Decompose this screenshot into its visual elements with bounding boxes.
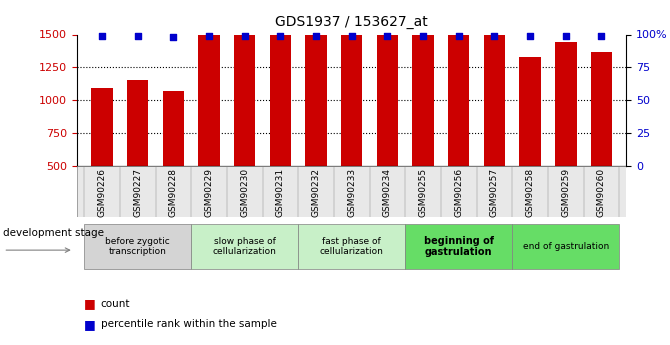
Bar bbox=[270, 18, 291, 166]
Text: fast phase of
cellularization: fast phase of cellularization bbox=[320, 237, 384, 256]
Bar bbox=[519, 57, 541, 166]
Point bbox=[204, 33, 214, 39]
Text: percentile rank within the sample: percentile rank within the sample bbox=[100, 319, 276, 329]
Text: end of gastrulation: end of gastrulation bbox=[523, 242, 609, 251]
Point bbox=[596, 33, 607, 39]
Point bbox=[133, 33, 143, 39]
Bar bbox=[306, 0, 327, 166]
Text: GSM90259: GSM90259 bbox=[561, 168, 570, 217]
FancyBboxPatch shape bbox=[513, 224, 619, 269]
Text: GSM90230: GSM90230 bbox=[241, 168, 249, 217]
Text: beginning of
gastrulation: beginning of gastrulation bbox=[424, 236, 494, 257]
Bar bbox=[234, 11, 255, 166]
Text: before zygotic
transcription: before zygotic transcription bbox=[105, 237, 170, 256]
Point bbox=[311, 33, 322, 39]
Title: GDS1937 / 153627_at: GDS1937 / 153627_at bbox=[275, 15, 428, 29]
Text: GSM90227: GSM90227 bbox=[133, 168, 142, 217]
Text: development stage: development stage bbox=[3, 228, 105, 238]
Point bbox=[454, 33, 464, 39]
Bar bbox=[163, 91, 184, 166]
Bar bbox=[413, 29, 433, 166]
Point bbox=[346, 33, 357, 39]
Point bbox=[168, 34, 179, 40]
Text: GSM90255: GSM90255 bbox=[419, 168, 427, 217]
Bar bbox=[127, 80, 148, 166]
Point bbox=[560, 33, 571, 39]
Text: GSM90256: GSM90256 bbox=[454, 168, 463, 217]
Bar bbox=[591, 52, 612, 166]
Point bbox=[382, 33, 393, 39]
Bar bbox=[91, 88, 113, 166]
Point bbox=[275, 33, 286, 39]
Text: GSM90258: GSM90258 bbox=[526, 168, 535, 217]
Point bbox=[239, 33, 250, 39]
Bar bbox=[377, 0, 398, 166]
Text: GSM90232: GSM90232 bbox=[312, 168, 320, 217]
Bar bbox=[77, 166, 626, 217]
FancyBboxPatch shape bbox=[298, 224, 405, 269]
Point bbox=[96, 33, 107, 39]
Point bbox=[525, 33, 535, 39]
FancyBboxPatch shape bbox=[191, 224, 298, 269]
Text: ■: ■ bbox=[84, 297, 96, 310]
Bar bbox=[555, 42, 576, 166]
Text: count: count bbox=[100, 299, 130, 308]
Text: GSM90260: GSM90260 bbox=[597, 168, 606, 217]
FancyBboxPatch shape bbox=[84, 224, 191, 269]
Bar bbox=[448, 2, 470, 166]
Bar bbox=[484, 16, 505, 166]
Text: ■: ■ bbox=[84, 318, 96, 331]
Text: GSM90226: GSM90226 bbox=[98, 168, 107, 217]
Bar bbox=[341, 0, 362, 166]
Text: slow phase of
cellularization: slow phase of cellularization bbox=[213, 237, 277, 256]
Text: GSM90229: GSM90229 bbox=[204, 168, 214, 217]
Point bbox=[489, 33, 500, 39]
Text: GSM90234: GSM90234 bbox=[383, 168, 392, 217]
Text: GSM90233: GSM90233 bbox=[347, 168, 356, 217]
Point bbox=[417, 33, 428, 39]
Text: GSM90231: GSM90231 bbox=[276, 168, 285, 217]
Bar bbox=[198, 9, 220, 166]
Text: GSM90257: GSM90257 bbox=[490, 168, 499, 217]
FancyBboxPatch shape bbox=[405, 224, 513, 269]
Text: GSM90228: GSM90228 bbox=[169, 168, 178, 217]
